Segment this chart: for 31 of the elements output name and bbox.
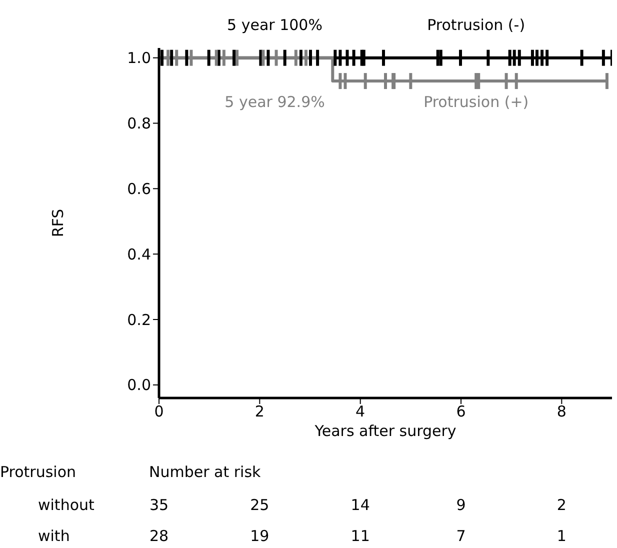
- y-tick-label: 0.2: [127, 310, 151, 329]
- text: 1: [556, 527, 566, 545]
- text: 35: [149, 496, 169, 514]
- text: 7: [456, 527, 466, 545]
- x-tick-label: 0: [154, 402, 164, 421]
- text: without: [38, 496, 94, 514]
- x-tick-label: 6: [456, 402, 466, 421]
- x-tick-label: 2: [254, 402, 264, 421]
- y-tick-label: 0.8: [127, 114, 151, 133]
- y-axis-title: RFS: [49, 208, 67, 238]
- text: 9: [456, 496, 466, 514]
- annotation: 5 year 92.9%: [224, 93, 325, 112]
- y-tick-label: 0.6: [127, 180, 151, 198]
- text: 11: [350, 527, 370, 545]
- x-tick-label: 8: [556, 402, 566, 421]
- y-tick-label: 0.4: [127, 245, 151, 264]
- y-tick-label: 1.0: [127, 49, 151, 68]
- series-label: Protrusion (-): [427, 16, 526, 34]
- y-tick-label: 0.0: [127, 376, 151, 394]
- text: 14: [350, 496, 370, 514]
- text: Protrusion: [0, 463, 76, 481]
- text: 19: [250, 527, 270, 545]
- x-axis-title: Years after surgery: [314, 422, 456, 440]
- x-tick-label: 4: [356, 402, 366, 421]
- text: 2: [556, 496, 566, 514]
- text: with: [38, 527, 70, 545]
- text: 5 year 100%: [227, 16, 322, 34]
- legend-label: Protrusion (+): [424, 93, 529, 112]
- text: Number at risk: [149, 463, 261, 481]
- text: 28: [149, 527, 169, 545]
- text: 25: [250, 496, 270, 514]
